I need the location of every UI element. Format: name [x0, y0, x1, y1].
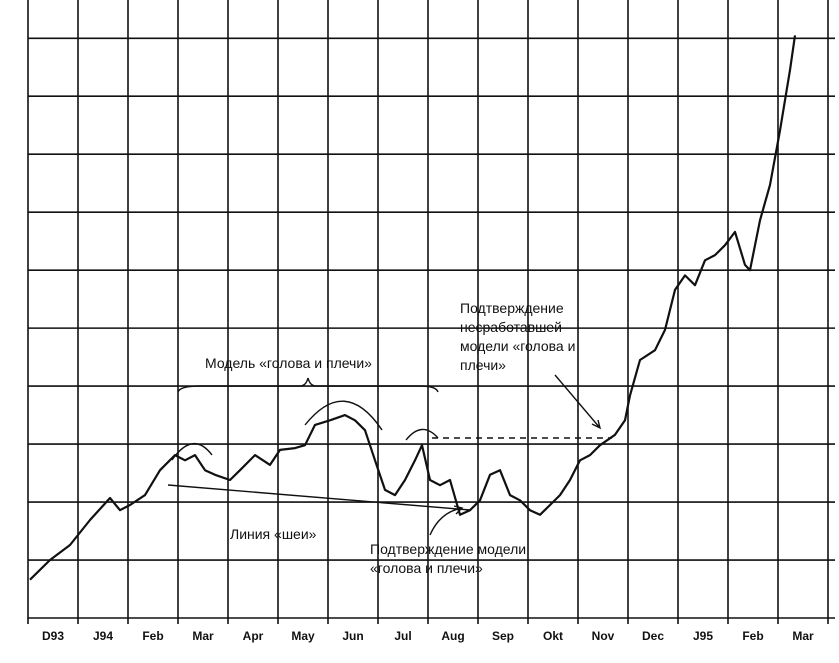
- annotation: модели «голова и: [460, 338, 575, 354]
- x-tick-label: Feb: [142, 629, 163, 643]
- brace: [177, 377, 439, 393]
- head-arc: [304, 400, 383, 431]
- price-line: [29, 35, 797, 581]
- x-tick-label: Mar: [192, 629, 214, 643]
- decorations: [28, 374, 835, 619]
- x-tick-label: Mar: [792, 629, 814, 643]
- x-tick-label: Nov: [592, 629, 615, 643]
- annotation: Линия «шеи»: [230, 526, 317, 542]
- x-tick-label: Apr: [243, 629, 264, 643]
- x-tick-label: J95: [693, 629, 713, 643]
- arrow: [554, 374, 602, 430]
- shoulder-arc: [405, 428, 439, 441]
- annotation: несработавшей: [460, 319, 562, 335]
- arrow: [429, 505, 464, 536]
- x-tick-label: Sep: [492, 629, 514, 643]
- x-tick-label: Okt: [543, 629, 563, 643]
- x-tick-label: J94: [93, 629, 113, 643]
- x-tick-label: Jul: [394, 629, 411, 643]
- annotation: Модель «голова и плечи»: [205, 355, 372, 371]
- x-tick-label: May: [291, 629, 315, 643]
- x-tick-label: Dec: [642, 629, 664, 643]
- annotation: Подтверждение: [460, 300, 564, 316]
- x-tick-label: Aug: [441, 629, 464, 643]
- x-tick-label: D93: [42, 629, 64, 643]
- x-tick-label: Feb: [742, 629, 763, 643]
- x-tick-label: Jun: [342, 629, 363, 643]
- annotation: «голова и плечи»: [370, 560, 483, 576]
- annotation: Подтверждение модели: [370, 541, 526, 557]
- annotation: плечи»: [460, 357, 506, 373]
- neckline: [167, 484, 471, 511]
